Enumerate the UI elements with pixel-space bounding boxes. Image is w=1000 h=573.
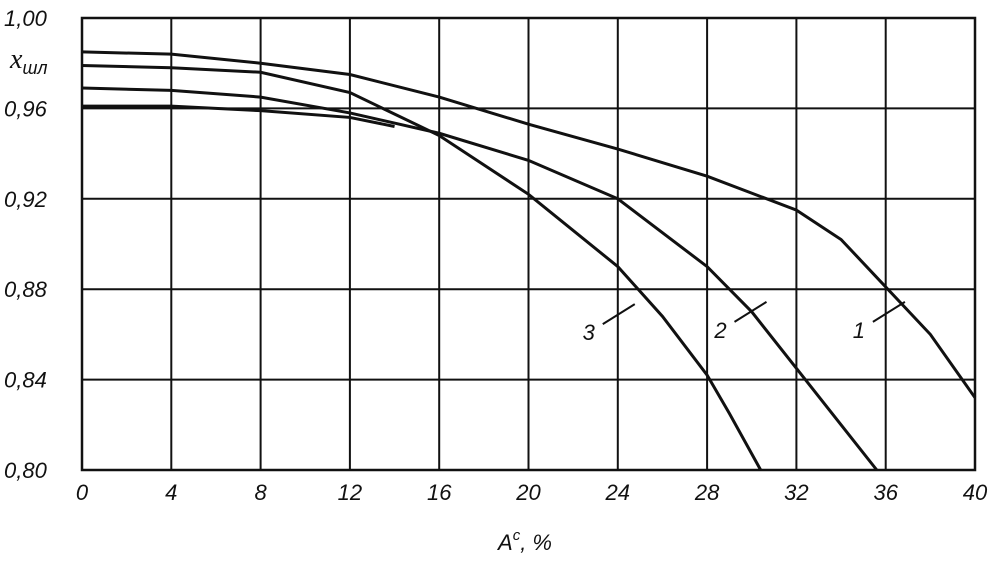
- y-tick-label: 0,88: [4, 277, 48, 302]
- annotation: 3: [583, 320, 596, 345]
- x-tick-label: 40: [963, 480, 988, 505]
- x-label-sup: c: [513, 527, 521, 544]
- y-tick-label: 0,80: [4, 458, 48, 483]
- annotation-leader: [602, 303, 636, 325]
- annotation-leader: [872, 301, 906, 323]
- x-tick-label: 4: [165, 480, 177, 505]
- line-series: [81, 86, 878, 471]
- x-tick-label: 16: [427, 480, 452, 505]
- line-series: [81, 50, 977, 399]
- x-tick-label: 20: [515, 480, 541, 505]
- x-tick-label: 12: [338, 480, 362, 505]
- y-label-main: x: [9, 44, 23, 75]
- y-tick-label: 0,92: [4, 187, 47, 212]
- y-axis-label: xшл: [9, 44, 48, 78]
- y-tick-label: 1,00: [4, 6, 48, 31]
- y-tick-label: 0,84: [4, 368, 47, 393]
- x-tick-label: 28: [694, 480, 720, 505]
- y-label-sub: шл: [22, 58, 47, 78]
- x-axis-label: Ac, %: [496, 527, 552, 555]
- line-series: [82, 104, 395, 128]
- annotation: 1: [853, 318, 865, 343]
- plot-frame: [80, 16, 977, 472]
- annotation-leader: [733, 301, 768, 323]
- x-tick-label: 24: [605, 480, 630, 505]
- x-label-unit: , %: [520, 530, 552, 555]
- annotation: 2: [713, 318, 726, 343]
- x-label-main: A: [496, 530, 513, 555]
- y-tick-label: 0,96: [4, 96, 48, 121]
- line-series: [81, 63, 762, 471]
- x-tick-label: 8: [254, 480, 267, 505]
- x-tick-label: 0: [76, 480, 89, 505]
- x-tick-label: 32: [784, 480, 808, 505]
- x-tick-label: 36: [873, 480, 898, 505]
